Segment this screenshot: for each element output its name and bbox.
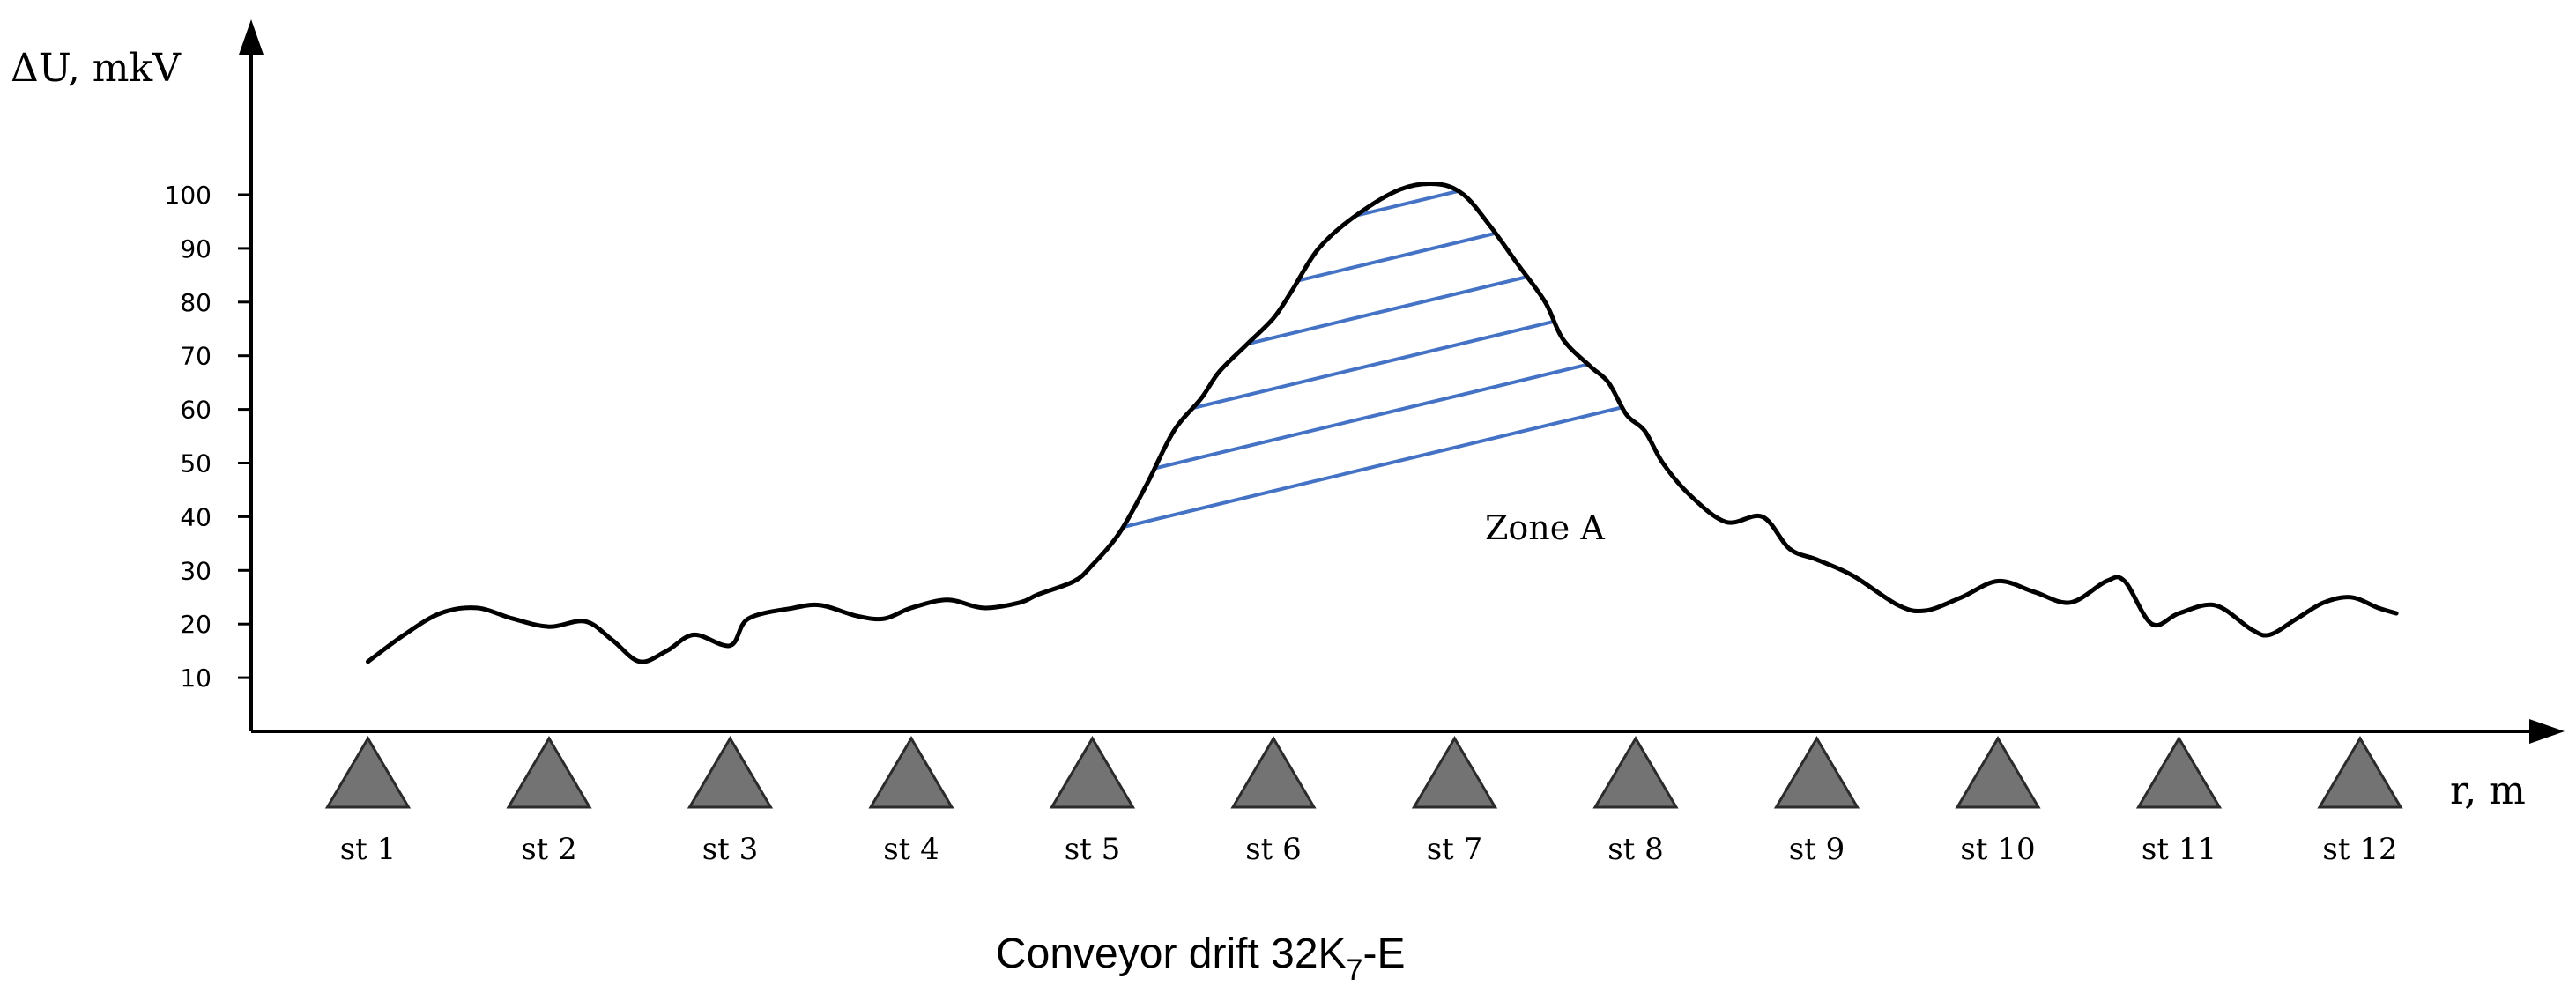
station-marker (868, 736, 954, 809)
station-label: st 12 (2322, 832, 2397, 867)
station-label: st 1 (340, 832, 397, 867)
station-marker (324, 736, 412, 809)
station-marker (2135, 736, 2223, 809)
y-tick-label: 90 (180, 234, 212, 263)
station-marker (506, 736, 592, 809)
station-label: st 7 (1427, 832, 1483, 867)
hatch-line (1037, 321, 1663, 536)
hatch-line (1037, 183, 1663, 331)
y-tick-label: 70 (180, 342, 212, 371)
hatch-line (881, 0, 1763, 125)
station-marker (1592, 736, 1679, 809)
station-marker (1049, 736, 1136, 809)
station-marker (1230, 736, 1317, 809)
series-curve (366, 181, 2399, 664)
y-tick-label: 10 (180, 664, 212, 693)
station-label: st 8 (1607, 832, 1664, 867)
y-axis-label: ΔU, mkV (11, 46, 182, 91)
y-tick-label: 40 (180, 502, 212, 531)
zone-a-hatching (881, 0, 1763, 587)
station-label: st 6 (1245, 832, 1302, 867)
x-axis-label: r, m (2450, 768, 2526, 813)
hatch-line (881, 0, 1763, 74)
station-marker (2317, 736, 2403, 809)
zone-label: Zone A (1485, 508, 1605, 547)
station-marker (1411, 736, 1498, 809)
axes (239, 19, 2565, 744)
hatch-line (881, 0, 1763, 23)
hatch-line (1037, 270, 1663, 485)
caption: Conveyor drift 32K7-E (996, 931, 1405, 987)
station-marker (687, 736, 774, 809)
hatch-line (1037, 372, 1663, 587)
station-label: st 11 (2142, 832, 2216, 867)
hatch-line (881, 0, 1763, 176)
caption-suffix: -E (1362, 931, 1405, 977)
station-label: st 4 (883, 832, 939, 867)
station-label: st 10 (1960, 832, 2035, 867)
y-tick-label: 100 (165, 181, 212, 210)
y-axis-arrow (239, 19, 264, 55)
station-label: st 9 (1789, 832, 1845, 867)
station-label: st 2 (521, 832, 577, 867)
y-tick-label: 60 (180, 396, 212, 425)
y-tick-label: 20 (180, 610, 212, 639)
y-tick-label: 80 (180, 288, 212, 317)
caption-prefix: Conveyor drift 32K (996, 931, 1347, 977)
hatch-line (1037, 183, 1663, 382)
stations: st 1 st 2 st 3 st 4 st 5 st 6 st 7 st 8 st 9 st 1… (324, 736, 2403, 867)
y-ticks: 10 20 30 40 50 60 70 80 90 100 (165, 181, 251, 693)
x-axis-arrow (2529, 719, 2565, 744)
y-tick-label: 30 (180, 556, 212, 585)
hatch-line (1037, 219, 1663, 434)
station-label: st 5 (1065, 832, 1121, 867)
station-marker (1955, 736, 2041, 809)
hatch-line (1037, 183, 1663, 229)
y-tick-label: 50 (180, 449, 212, 478)
station-marker (1773, 736, 1860, 809)
station-label: st 3 (702, 832, 759, 867)
caption-subscript: 7 (1347, 953, 1363, 987)
